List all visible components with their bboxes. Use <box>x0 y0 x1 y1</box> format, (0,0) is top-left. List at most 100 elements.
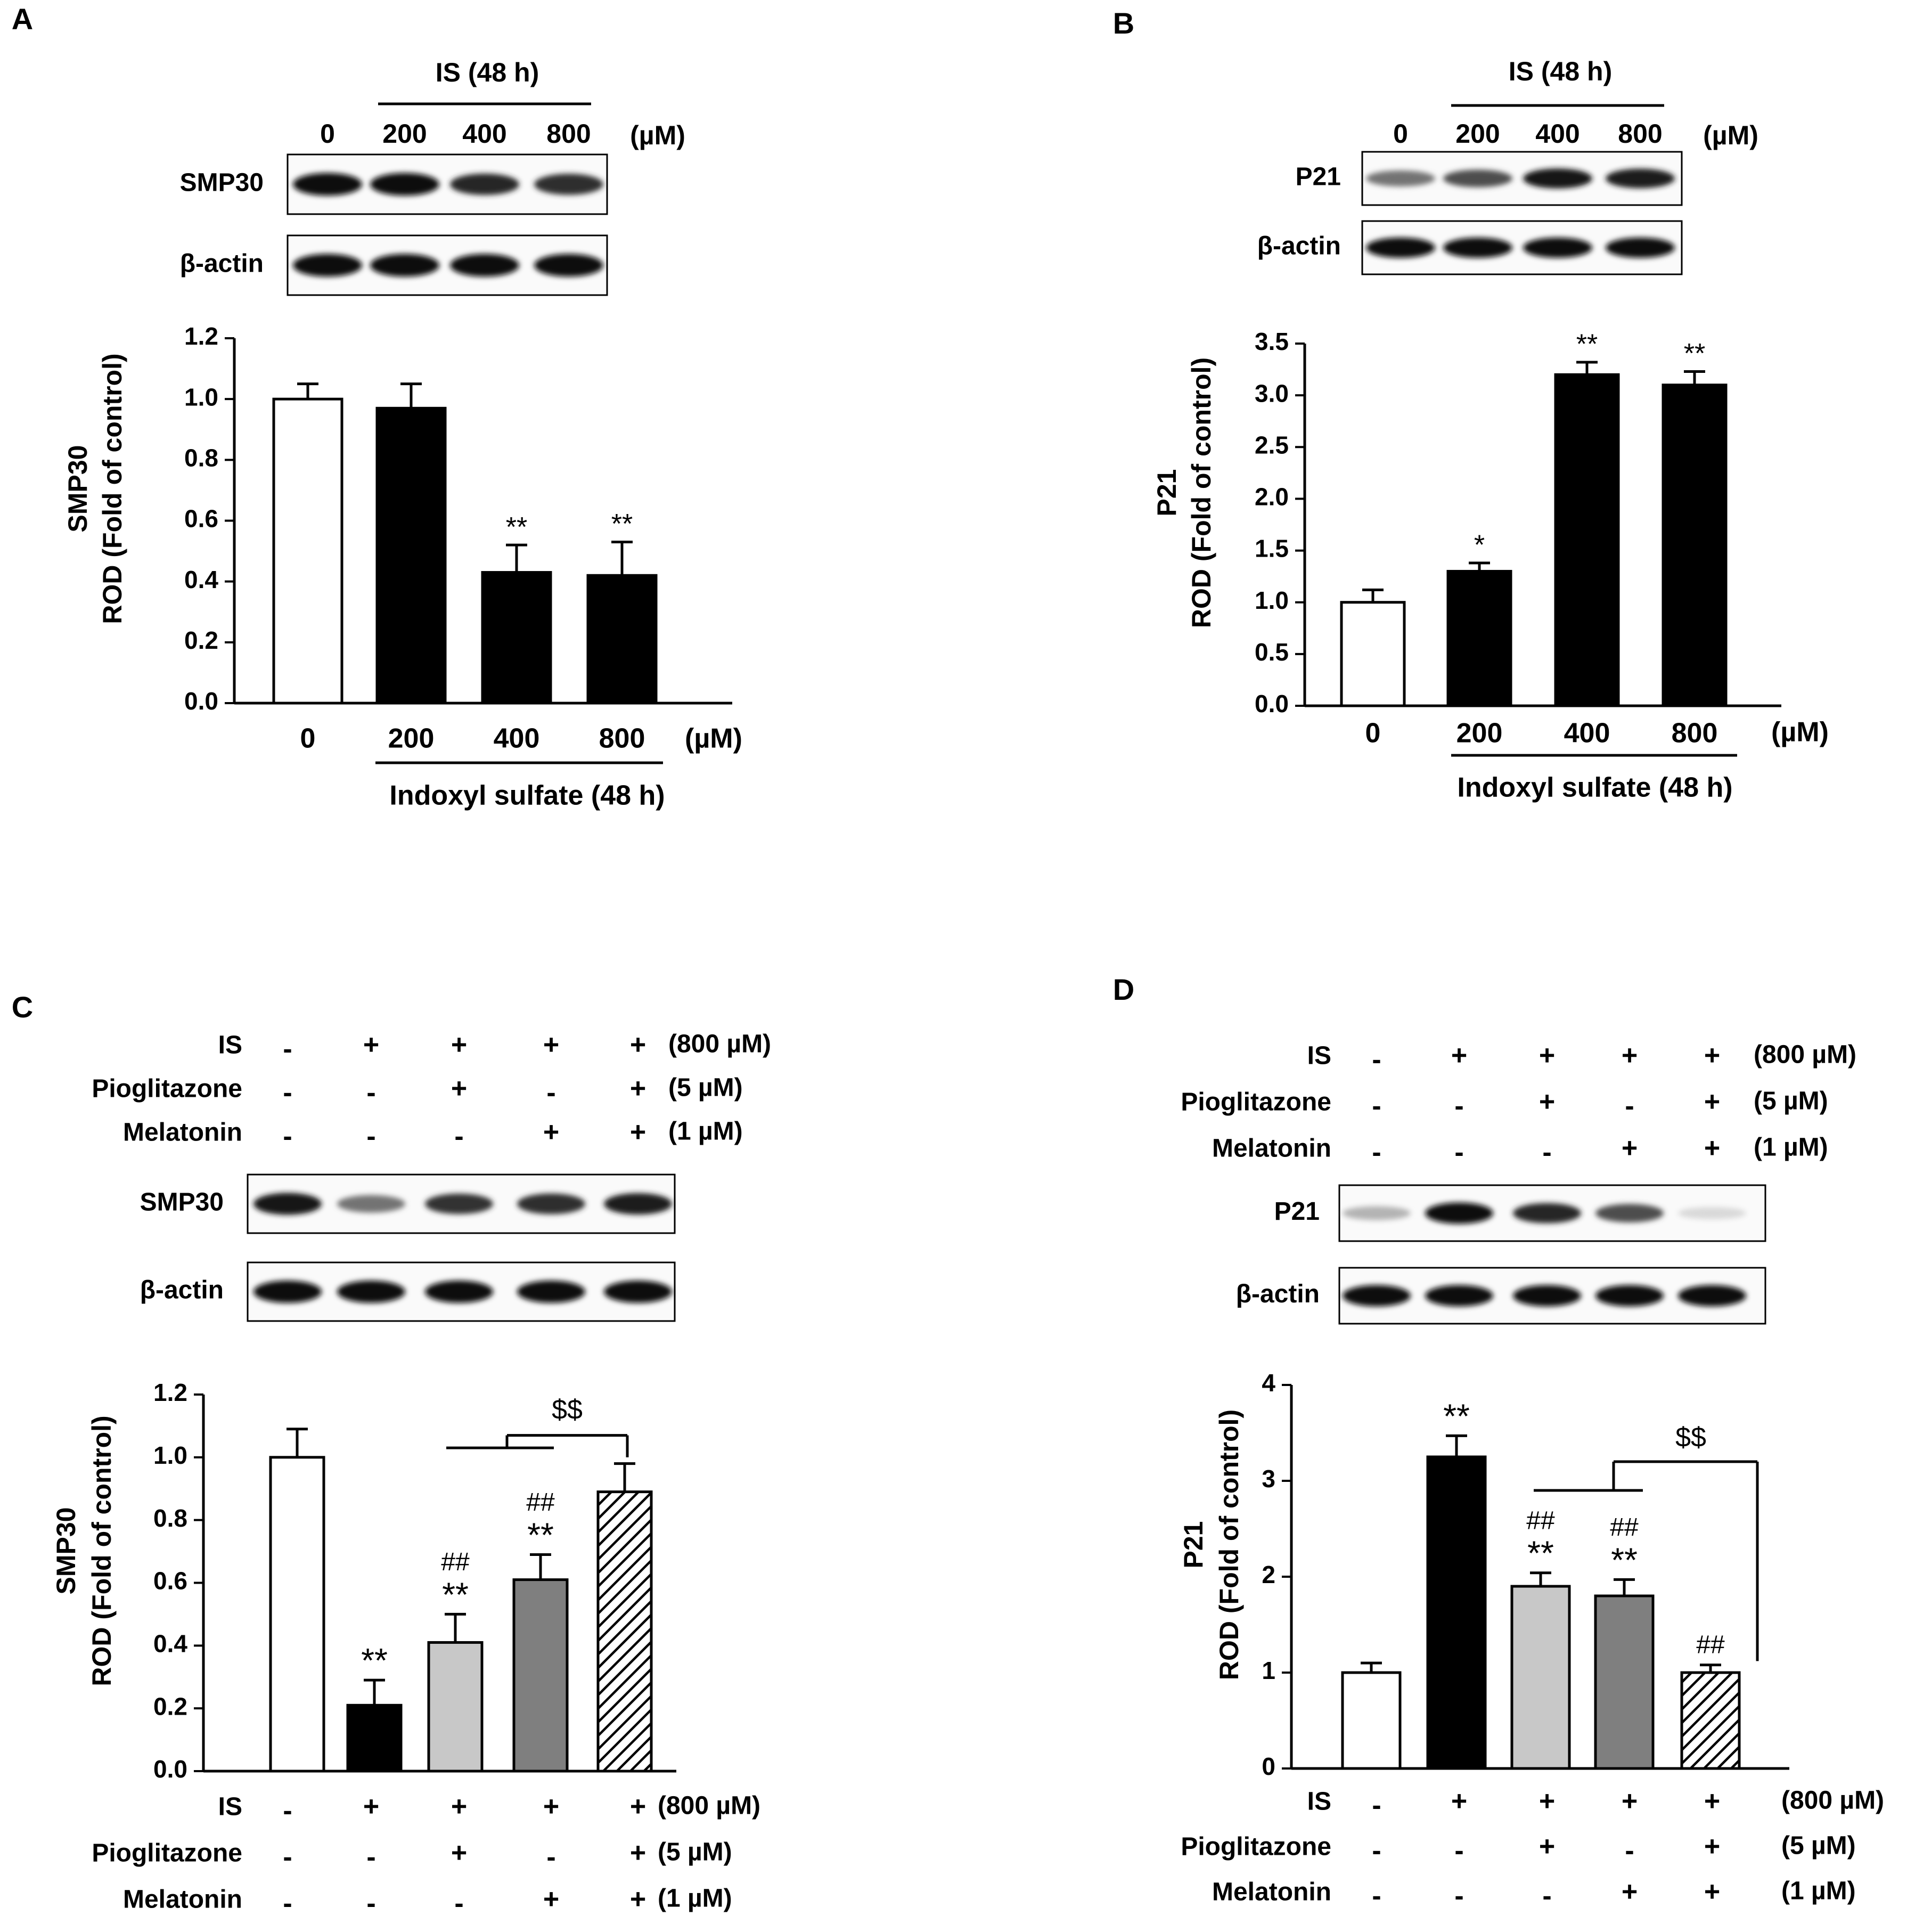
treatment-dose: (1 µM) <box>1781 1877 1856 1905</box>
x-category-label: 400 <box>494 723 540 754</box>
y-tick-label: 0.0 <box>184 687 218 715</box>
treatment-sign: - <box>1625 1836 1634 1866</box>
treatment-sign: - <box>1625 1091 1634 1122</box>
significance-mark: ** <box>527 1515 554 1554</box>
bar <box>1662 384 1728 707</box>
blot-band <box>450 173 519 195</box>
blot-band <box>1513 1285 1581 1307</box>
treatment-sign: + <box>543 1791 559 1822</box>
blot-header-label: IS (48 h) <box>436 58 539 87</box>
treatment-sign: + <box>630 1884 646 1915</box>
y-axis-label-unit: ROD (Fold of control) <box>1186 357 1216 628</box>
treatment-sign: + <box>543 1030 559 1061</box>
blot-band <box>1523 168 1592 189</box>
panel-letter-a: A <box>12 2 33 36</box>
blot-band <box>425 1281 493 1303</box>
lane-label: 200 <box>1455 119 1500 149</box>
treatment-sign: - <box>366 1888 375 1919</box>
blot-band <box>604 1193 672 1215</box>
blot-band <box>293 254 362 277</box>
y-tick-label: 1.0 <box>1255 586 1289 614</box>
panel-letter-b: B <box>1113 6 1134 40</box>
treatment-sign: - <box>283 1842 292 1873</box>
blot-row-label: P21 <box>1274 1197 1320 1226</box>
comparison-label: $$ <box>1675 1422 1706 1453</box>
treatment-sign: - <box>1454 1137 1463 1168</box>
y-axis-label-protein: P21 <box>1152 469 1182 517</box>
y-tick-label: 0.8 <box>184 444 218 471</box>
treatment-sign: - <box>1542 1881 1551 1912</box>
treatment-label: IS <box>1307 1042 1331 1070</box>
y-axis-label-unit: ROD (Fold of control) <box>97 353 127 624</box>
treatment-sign: + <box>1539 1087 1555 1118</box>
significance-mark: ** <box>611 509 633 540</box>
significance-mark: ** <box>1611 1540 1638 1579</box>
treatment-sign: + <box>1704 1133 1720 1164</box>
treatment-sign: - <box>366 1121 375 1152</box>
lane-label: 0 <box>1393 119 1408 149</box>
x-category-label: 200 <box>1456 718 1503 749</box>
treatment-label: Melatonin <box>123 1119 242 1147</box>
treatment-dose: (800 µM) <box>658 1792 760 1820</box>
blot-band <box>1678 1207 1746 1219</box>
treatment-sign: + <box>451 1791 467 1822</box>
treatment-sign: - <box>454 1121 463 1152</box>
treatment-table-d-top: IS - + + + + (800 µM) Pioglitazone - - + - + (5 µM) Me… <box>1181 1040 1856 1168</box>
bar <box>1426 1455 1487 1770</box>
bar <box>1680 1671 1741 1770</box>
treatment-label: IS <box>218 1031 242 1059</box>
significance-mark: ** <box>1443 1397 1470 1435</box>
treatment-sign: + <box>630 1117 646 1148</box>
bar <box>375 406 447 705</box>
treatment-dose: (1 µM) <box>1754 1134 1828 1162</box>
blot-row-label: β-actin <box>140 1276 224 1305</box>
treatment-sign: + <box>1539 1831 1555 1862</box>
blot-band <box>293 173 362 196</box>
hash-mark: ## <box>1526 1506 1555 1535</box>
blot-row-label: SMP30 <box>140 1188 224 1217</box>
blot-band <box>253 1193 322 1215</box>
treatment-dose: (800 µM) <box>1754 1041 1856 1069</box>
y-axis-label-protein: P21 <box>1179 1521 1208 1569</box>
treatment-dose: (5 µM) <box>658 1838 732 1866</box>
y-tick-label: 2 <box>1262 1561 1275 1588</box>
blot-band <box>1366 237 1435 258</box>
treatment-sign: - <box>546 1842 555 1873</box>
y-tick-label: 1.2 <box>153 1379 187 1406</box>
y-tick-label: 0 <box>1262 1752 1275 1780</box>
blot-band <box>337 1281 405 1303</box>
blot-band <box>1606 168 1675 189</box>
treatment-sign: + <box>451 1030 467 1061</box>
y-tick-label: 0.2 <box>153 1692 187 1720</box>
treatment-sign: + <box>1704 1877 1720 1907</box>
treatment-sign: + <box>1451 1786 1467 1817</box>
y-axis-label-protein: SMP30 <box>63 445 93 533</box>
blot-band <box>1606 237 1675 258</box>
treatment-sign: + <box>630 1838 646 1869</box>
treatment-sign: + <box>1539 1040 1555 1071</box>
treatment-sign: - <box>366 1078 375 1108</box>
treatment-sign: + <box>1539 1786 1555 1817</box>
hash-mark: ## <box>1696 1631 1725 1659</box>
treatment-sign: - <box>283 1078 292 1108</box>
blot-band <box>517 1281 585 1303</box>
blot-band <box>1425 1202 1493 1224</box>
x-category-label: 800 <box>599 723 645 754</box>
y-tick-label: 3.5 <box>1255 328 1289 355</box>
hash-mark: ## <box>526 1488 555 1517</box>
hash-mark: ## <box>441 1548 470 1576</box>
treatment-sign: + <box>1622 1786 1638 1817</box>
treatment-sign: - <box>283 1888 292 1919</box>
significance-mark: ** <box>1684 338 1705 369</box>
blot-header-label: IS (48 h) <box>1509 56 1612 86</box>
bar <box>586 574 658 705</box>
treatment-dose: (800 µM) <box>1781 1787 1884 1815</box>
treatment-sign: + <box>1704 1040 1720 1071</box>
x-category-label: 800 <box>1672 718 1718 749</box>
x-unit-label: (µM) <box>685 723 742 754</box>
significance-mark: ** <box>1576 329 1598 360</box>
treatment-sign: - <box>1372 1045 1381 1075</box>
blot-band <box>1425 1285 1493 1307</box>
lane-unit-label: (µM) <box>1703 120 1758 150</box>
